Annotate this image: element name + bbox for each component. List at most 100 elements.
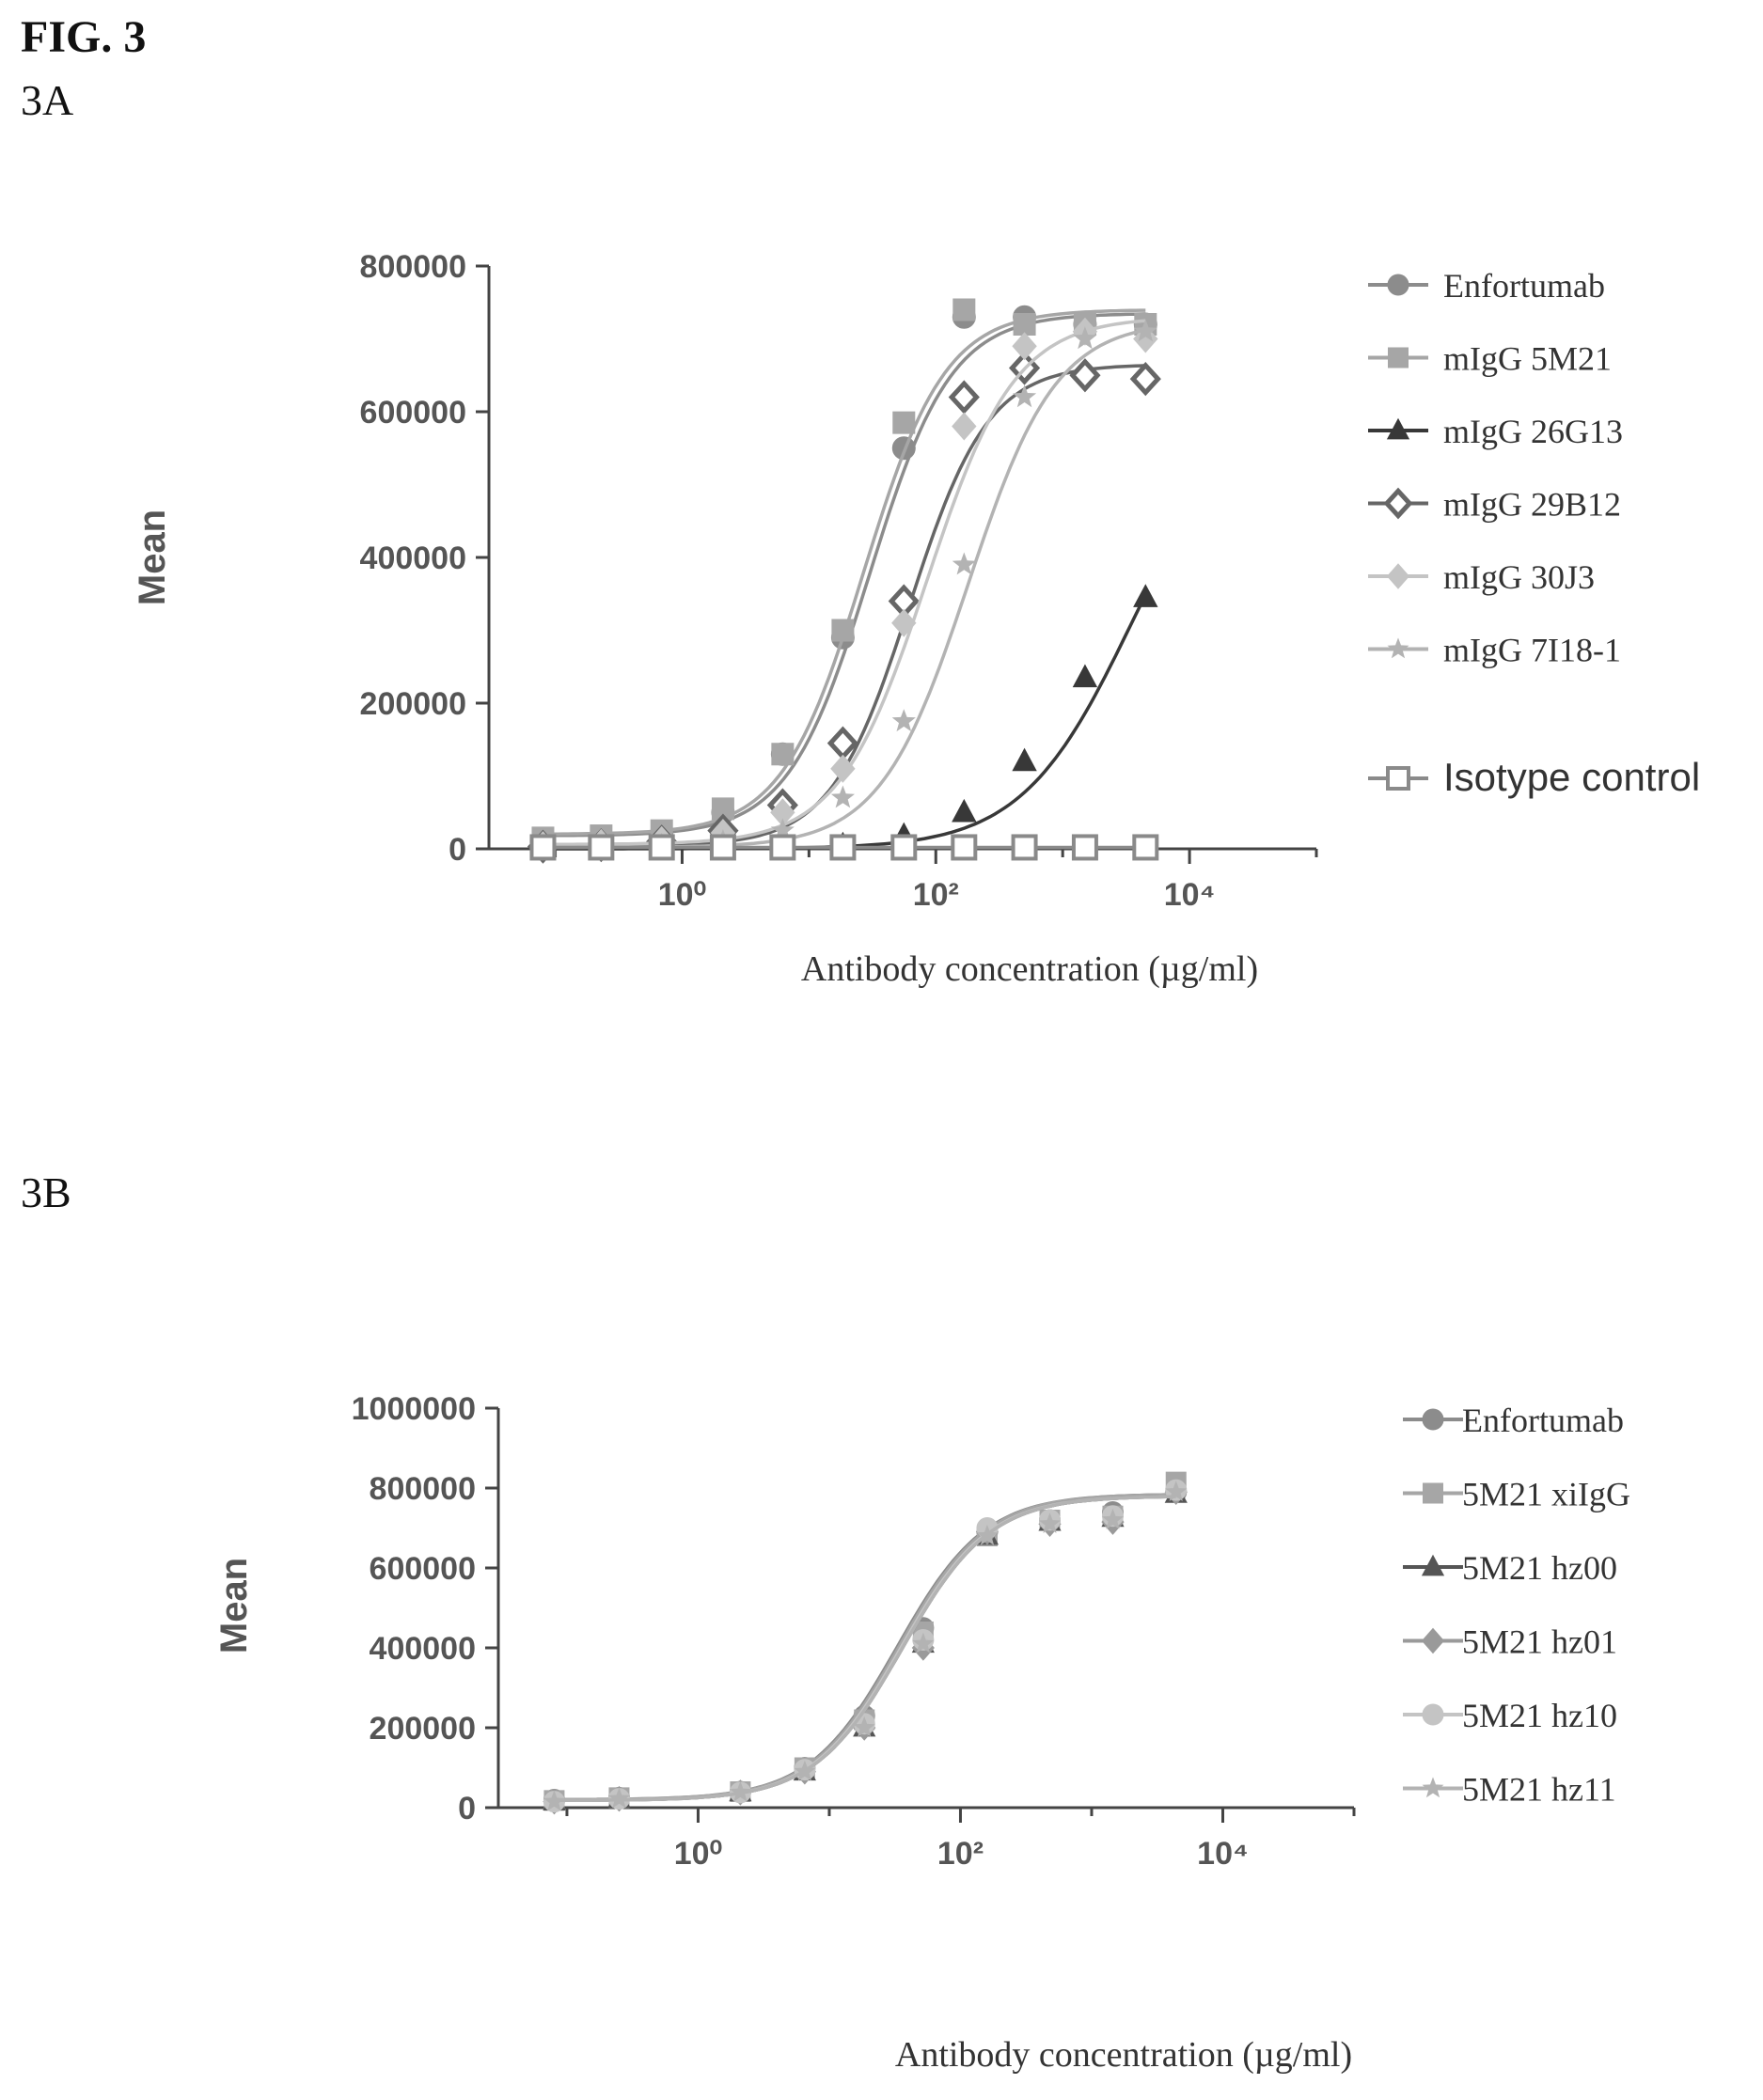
series-curve xyxy=(543,312,1146,838)
legend-label: mIgG 29B12 xyxy=(1443,486,1621,524)
legend-label: Enfortumab xyxy=(1443,267,1605,305)
legend-label: mIgG 30J3 xyxy=(1443,558,1595,596)
series-curve xyxy=(554,1495,1176,1802)
x-axis-label: Antibody concentration (µg/ml) xyxy=(895,2035,1352,2075)
data-point xyxy=(948,380,980,415)
panel-b-label: 3B xyxy=(21,1168,71,1216)
legend-marker xyxy=(1386,417,1410,440)
series-curve xyxy=(554,1493,1176,1802)
legend-marker xyxy=(1387,637,1409,659)
data-point xyxy=(952,412,977,441)
data-point xyxy=(770,818,795,841)
panel-a-label: 3A xyxy=(21,76,74,124)
legend-label: 5M21 xiIgG xyxy=(1462,1476,1630,1513)
y-tick-label: 1000000 xyxy=(352,1391,476,1427)
y-tick-label: 200000 xyxy=(370,1711,476,1747)
legend-label: mIgG 26G13 xyxy=(1443,413,1623,450)
legend-label: 5M21 hz11 xyxy=(1462,1771,1616,1809)
chart-panel-a: 0 200000 400000 600000 800000 10⁰ 10² 10⁴ Mean An… xyxy=(132,249,1700,989)
y-tick-label: 0 xyxy=(449,832,466,868)
data-point xyxy=(1129,362,1161,397)
data-point xyxy=(891,709,916,732)
data-point xyxy=(1073,326,1097,350)
data-point xyxy=(830,785,855,808)
series-curve xyxy=(554,1493,1176,1802)
legend-marker xyxy=(1386,766,1410,791)
data-point xyxy=(1013,384,1037,408)
y-tick-label: 400000 xyxy=(360,541,466,576)
data-point xyxy=(770,798,795,827)
y-tick-label: 0 xyxy=(458,1791,476,1826)
data-point xyxy=(1132,834,1159,861)
legend-label: Isotype control xyxy=(1443,755,1700,799)
data-point xyxy=(729,1780,751,1802)
x-tick-label: 10² xyxy=(913,877,959,913)
data-point xyxy=(831,619,855,642)
data-point xyxy=(951,834,978,861)
x-tick-label: 10⁰ xyxy=(674,1836,722,1872)
legend-marker xyxy=(1388,347,1409,368)
data-point xyxy=(1072,664,1098,688)
data-point xyxy=(1133,319,1157,342)
series-curve xyxy=(554,1495,1176,1802)
series-curve xyxy=(554,1495,1176,1802)
legend-marker xyxy=(1386,563,1410,589)
y-axis-label: Mean xyxy=(132,509,173,605)
data-point xyxy=(1133,584,1158,607)
data-point xyxy=(1039,1512,1061,1533)
legend-label: Enfortumab xyxy=(1462,1402,1624,1439)
data-point xyxy=(1012,747,1037,772)
data-point xyxy=(543,1790,565,1811)
data-point xyxy=(912,1632,935,1653)
legend-label: mIgG 7I18-1 xyxy=(1443,632,1621,669)
data-point xyxy=(952,552,976,575)
legend-marker xyxy=(1383,487,1413,520)
data-point xyxy=(892,411,916,434)
y-axis-label: Mean xyxy=(213,1558,255,1653)
legend-marker xyxy=(1422,1408,1444,1431)
data-point xyxy=(1012,332,1037,361)
data-point xyxy=(1069,358,1101,393)
data-point xyxy=(648,834,675,861)
data-point xyxy=(829,834,857,861)
data-point xyxy=(529,834,557,861)
legend-marker xyxy=(1422,1777,1444,1798)
x-tick-label: 10² xyxy=(937,1836,984,1872)
data-point xyxy=(830,754,856,783)
data-point xyxy=(794,1760,816,1781)
y-tick-label: 600000 xyxy=(370,1551,476,1587)
data-point xyxy=(588,834,615,861)
data-point xyxy=(1071,834,1098,861)
y-tick-label: 800000 xyxy=(370,1471,476,1507)
data-point xyxy=(771,743,795,766)
y-tick-label: 600000 xyxy=(360,395,466,431)
data-point xyxy=(1013,313,1036,336)
data-point xyxy=(976,1524,999,1545)
y-tick-label: 200000 xyxy=(360,686,466,722)
data-point xyxy=(952,798,977,823)
data-point xyxy=(1102,1508,1124,1529)
x-tick-label: 10⁰ xyxy=(658,877,706,913)
y-tick-label: 800000 xyxy=(360,249,466,285)
data-point xyxy=(853,1716,875,1737)
legend-label: mIgG 5M21 xyxy=(1443,340,1612,378)
data-point xyxy=(952,298,976,321)
x-tick-label: 10⁴ xyxy=(1197,1836,1249,1872)
data-point xyxy=(769,834,796,861)
y-tick-label: 400000 xyxy=(370,1631,476,1667)
legend-marker xyxy=(1423,1482,1443,1504)
data-point xyxy=(890,834,918,861)
x-tick-label: 10⁴ xyxy=(1164,877,1216,913)
data-point xyxy=(709,834,736,861)
legend-marker xyxy=(1422,1703,1444,1726)
figure-title: FIG. 3 xyxy=(21,12,147,62)
legend-label: 5M21 hz10 xyxy=(1462,1697,1617,1734)
x-axis-label: Antibody concentration (µg/ml) xyxy=(801,949,1258,989)
legend-marker xyxy=(1387,274,1409,296)
series-curve xyxy=(554,1495,1176,1802)
chart-panel-b: 0 200000 400000 600000 800000 1000000 10⁰ 10² 10… xyxy=(213,1391,1630,2075)
legend-marker xyxy=(1421,1627,1445,1654)
legend-label: 5M21 hz00 xyxy=(1462,1549,1617,1587)
data-point xyxy=(1165,1481,1188,1501)
